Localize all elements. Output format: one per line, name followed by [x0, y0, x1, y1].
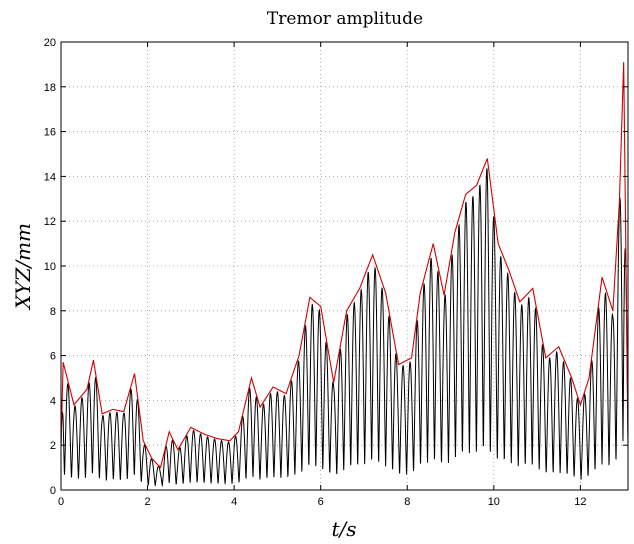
chart-title: Tremor amplitude — [267, 9, 423, 29]
y-tick-label: 20 — [44, 37, 56, 49]
x-tick-label: 4 — [231, 496, 237, 508]
x-tick-label: 8 — [404, 496, 410, 508]
y-tick-label: 6 — [50, 351, 56, 363]
y-tick-label: 2 — [50, 440, 56, 452]
y-tick-label: 0 — [50, 485, 56, 497]
y-tick-label: 18 — [44, 82, 56, 94]
x-tick-label: 0 — [58, 496, 64, 508]
envelope-line — [60, 62, 629, 469]
y-tick-label: 4 — [50, 395, 56, 407]
y-axis-label: XYZ/mm — [11, 223, 35, 311]
x-tick-label: 10 — [488, 496, 500, 508]
x-axis-label: t/s — [331, 517, 356, 541]
axis-ticks — [60, 41, 628, 491]
x-tick-label: 6 — [318, 496, 324, 508]
red-envelope-series — [60, 62, 629, 469]
y-tick-label: 14 — [44, 171, 56, 183]
y-tick-label: 16 — [44, 127, 56, 139]
x-tick-label: 2 — [145, 496, 151, 508]
black-signal-series — [60, 168, 629, 488]
signal-line — [60, 168, 629, 488]
x-tick-label: 12 — [574, 496, 586, 508]
tick-labels: 0 2 4 6 8 10 12 0 2 4 6 8 10 12 14 16 18 20 — [44, 37, 587, 508]
y-tick-label: 8 — [50, 306, 56, 318]
y-tick-label: 12 — [44, 216, 56, 228]
y-tick-label: 10 — [44, 261, 56, 273]
